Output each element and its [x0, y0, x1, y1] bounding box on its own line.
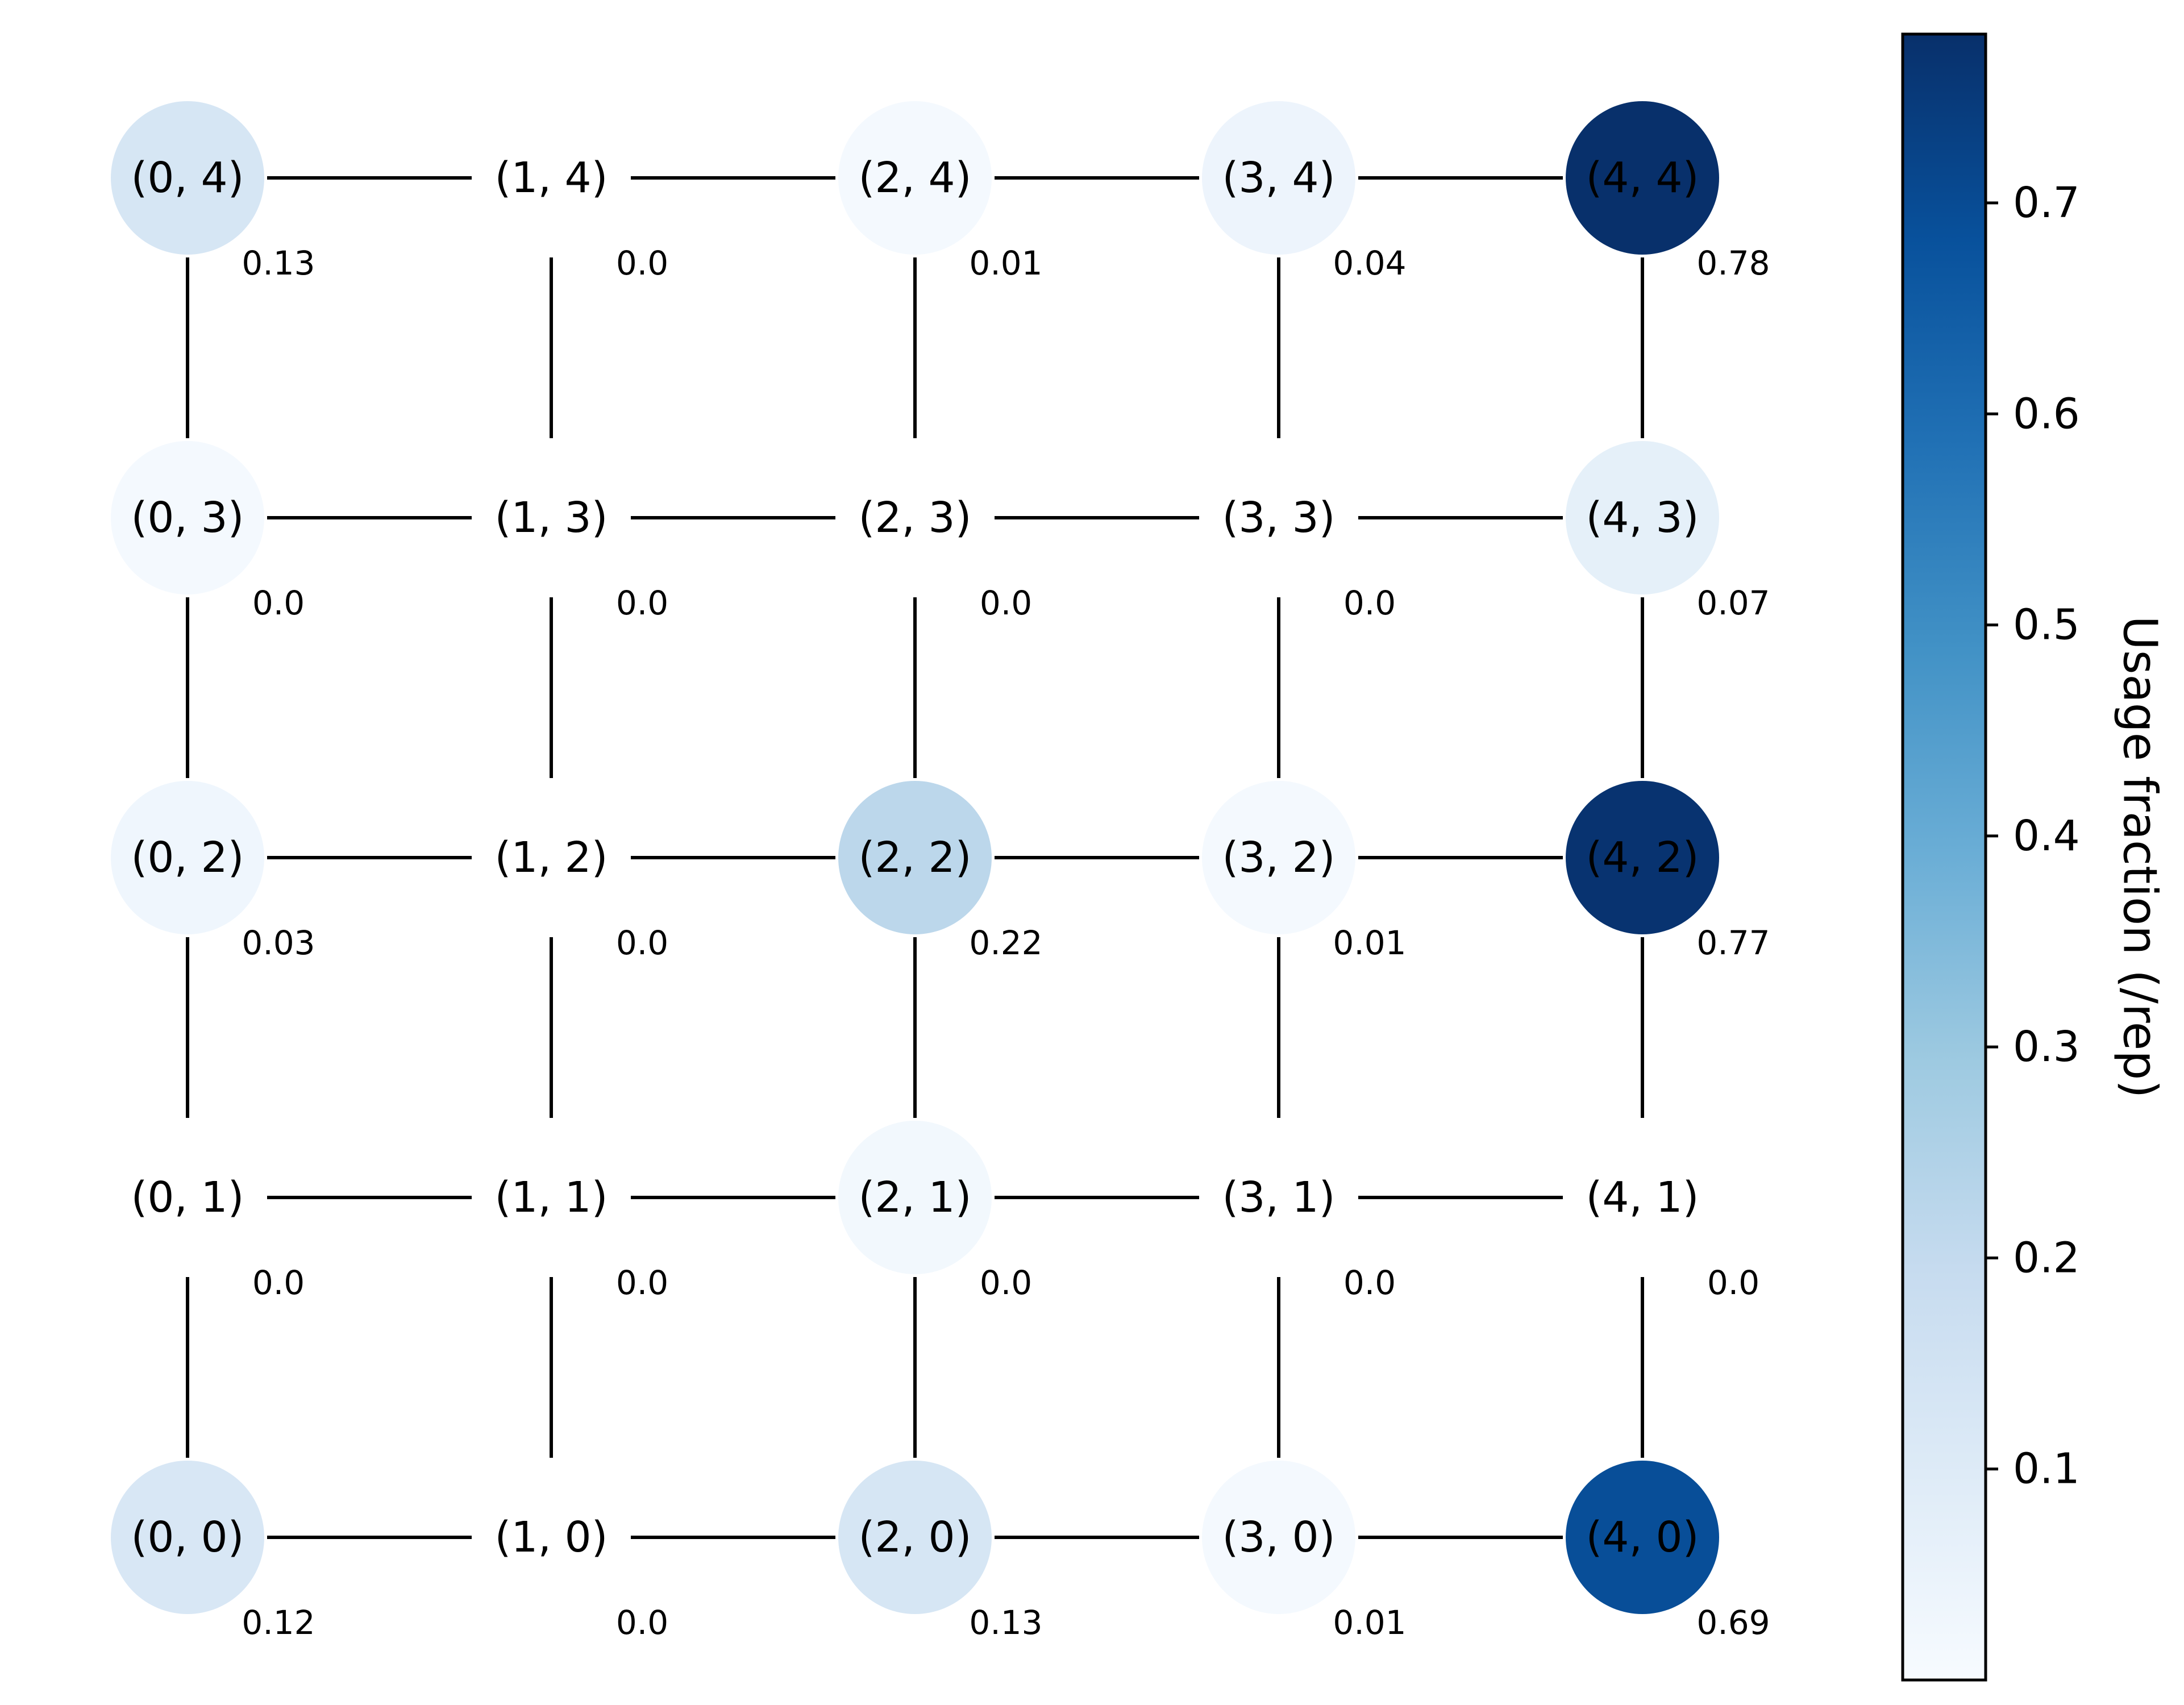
node-label-1-1: (1, 1) — [495, 1173, 608, 1222]
node-label-3-0: (3, 0) — [1222, 1513, 1336, 1562]
usage-label-0-1: 0.0 — [252, 1263, 305, 1302]
edges-layer — [186, 176, 1644, 1539]
node-circle-4-4 — [1566, 101, 1719, 255]
node-circle-3-3 — [1202, 441, 1355, 594]
node-circle-1-0 — [475, 1461, 628, 1614]
node-label-2-0: (2, 0) — [859, 1513, 972, 1562]
usage-label-4-0: 0.69 — [1696, 1603, 1770, 1642]
colorbar-tick-label-1: 0.2 — [2013, 1233, 2080, 1282]
node-circle-2-3 — [838, 441, 992, 594]
usage-label-4-2: 0.77 — [1696, 924, 1770, 962]
usage-label-0-3: 0.0 — [252, 584, 305, 622]
node-circle-4-0 — [1566, 1461, 1719, 1614]
nodes-layer: (0, 0) 0.12 (1, 0) 0.0 (2, 0) 0.13 (3, 0) 0.01 (… — [111, 101, 1770, 1642]
node-circle-1-2 — [475, 781, 628, 934]
colorbar-tick-label-0: 0.1 — [2013, 1445, 2080, 1494]
node-label-0-1: (0, 1) — [131, 1173, 244, 1222]
node-label-4-3: (4, 3) — [1586, 493, 1699, 542]
node-label-3-4: (3, 4) — [1222, 153, 1336, 202]
node-label-3-1: (3, 1) — [1222, 1173, 1336, 1222]
usage-label-0-2: 0.03 — [242, 924, 315, 962]
colorbar-title: Usage fraction (/rep) — [2113, 616, 2167, 1099]
colorbar-ticks: 0.1 0.2 0.3 0.4 0.5 0.6 0.7 — [1986, 178, 2080, 1494]
colorbar-tick-label-3: 0.4 — [2013, 812, 2080, 860]
node-label-3-2: (3, 2) — [1222, 833, 1336, 882]
node-circle-2-0 — [838, 1461, 992, 1614]
node-circle-0-4 — [111, 101, 264, 255]
usage-label-1-2: 0.0 — [616, 924, 668, 962]
usage-label-3-1: 0.0 — [1343, 1263, 1396, 1302]
node-circle-2-1 — [838, 1121, 992, 1274]
node-label-2-2: (2, 2) — [859, 833, 972, 882]
node-label-0-2: (0, 2) — [131, 833, 244, 882]
colorbar-tick-label-4: 0.5 — [2013, 601, 2080, 650]
node-circle-3-4 — [1202, 101, 1355, 255]
usage-label-4-3: 0.07 — [1696, 584, 1770, 622]
node-circle-3-2 — [1202, 781, 1355, 934]
node-label-2-1: (2, 1) — [859, 1173, 972, 1222]
usage-label-2-4: 0.01 — [969, 244, 1042, 282]
node-circle-1-4 — [475, 101, 628, 255]
usage-label-2-2: 0.22 — [969, 924, 1042, 962]
usage-label-2-3: 0.0 — [980, 584, 1032, 622]
usage-label-0-4: 0.13 — [242, 244, 315, 282]
node-circle-0-0 — [111, 1461, 264, 1614]
usage-label-1-1: 0.0 — [616, 1263, 668, 1302]
node-circle-2-4 — [838, 101, 992, 255]
node-label-1-2: (1, 2) — [495, 833, 608, 882]
node-label-1-3: (1, 3) — [495, 493, 608, 542]
colorbar-tick-label-2: 0.3 — [2013, 1022, 2080, 1071]
usage-label-3-0: 0.01 — [1333, 1603, 1406, 1642]
usage-label-2-1: 0.0 — [980, 1263, 1032, 1302]
usage-label-0-0: 0.12 — [242, 1603, 315, 1642]
node-circle-1-1 — [475, 1121, 628, 1274]
usage-label-3-2: 0.01 — [1333, 924, 1406, 962]
node-label-1-0: (1, 0) — [495, 1513, 608, 1562]
node-label-3-3: (3, 3) — [1222, 493, 1336, 542]
node-label-0-0: (0, 0) — [131, 1513, 244, 1562]
node-label-0-3: (0, 3) — [131, 493, 244, 542]
node-label-4-1: (4, 1) — [1586, 1173, 1699, 1222]
usage-label-2-0: 0.13 — [969, 1603, 1042, 1642]
node-label-1-4: (1, 4) — [495, 153, 608, 202]
node-circle-0-1 — [111, 1121, 264, 1274]
usage-label-3-3: 0.0 — [1343, 584, 1396, 622]
node-circle-2-2 — [838, 781, 992, 934]
usage-label-1-0: 0.0 — [616, 1603, 668, 1642]
node-circle-4-1 — [1566, 1121, 1719, 1274]
usage-label-1-3: 0.0 — [616, 584, 668, 622]
usage-label-1-4: 0.0 — [616, 244, 668, 282]
node-circle-3-0 — [1202, 1461, 1355, 1614]
node-circle-0-2 — [111, 781, 264, 934]
node-label-2-3: (2, 3) — [859, 493, 972, 542]
node-label-2-4: (2, 4) — [859, 153, 972, 202]
node-label-4-4: (4, 4) — [1586, 153, 1699, 202]
colorbar-gradient — [1901, 32, 1987, 1682]
colorbar-tick-label-6: 0.7 — [2013, 178, 2080, 227]
node-circle-3-1 — [1202, 1121, 1355, 1274]
usage-label-4-4: 0.78 — [1696, 244, 1770, 282]
node-circle-1-3 — [475, 441, 628, 594]
node-label-4-2: (4, 2) — [1586, 833, 1699, 882]
usage-label-3-4: 0.04 — [1333, 244, 1406, 282]
colorbar: 0.1 0.2 0.3 0.4 0.5 0.6 0.7 Usage fraction (/r… — [1901, 32, 2167, 1682]
colorbar-tick-label-5: 0.6 — [2013, 389, 2080, 438]
node-circle-4-3 — [1566, 441, 1719, 594]
usage-label-4-1: 0.0 — [1707, 1263, 1759, 1302]
node-label-4-0: (4, 0) — [1586, 1513, 1699, 1562]
node-circle-4-2 — [1566, 781, 1719, 934]
node-circle-0-3 — [111, 441, 264, 594]
node-label-0-4: (0, 4) — [131, 153, 244, 202]
